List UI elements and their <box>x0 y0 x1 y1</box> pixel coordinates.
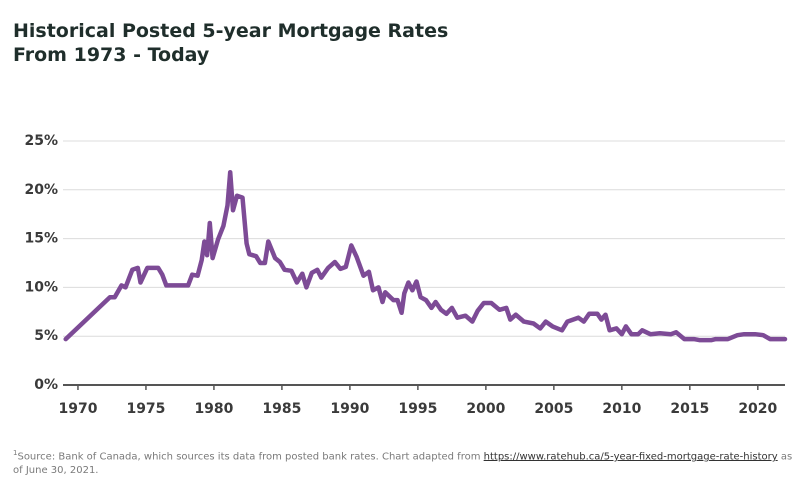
chart: Historical Posted 5-year Mortgage Rates … <box>13 20 788 417</box>
chart-title: Historical Posted 5-year Mortgage Rates <box>13 20 448 42</box>
footnote-marker: 1 <box>13 449 18 457</box>
x-tick-label: 1990 <box>330 401 369 417</box>
y-tick-label: 15% <box>24 231 58 247</box>
data-line <box>63 169 788 343</box>
y-tick-label: 5% <box>34 328 58 344</box>
x-tick-label: 2000 <box>466 401 505 417</box>
y-tick-label: 10% <box>24 279 58 295</box>
chart-title: From 1973 - Today <box>13 44 210 66</box>
x-tick-label: 2005 <box>534 401 573 417</box>
x-tick-label: 2020 <box>738 401 777 417</box>
y-tick-label: 20% <box>24 182 58 198</box>
footnote: 1Source: Bank of Canada, which sources i… <box>13 446 795 478</box>
x-tick-label: 1975 <box>126 401 165 417</box>
footnote-text: as of June 30, 2021. <box>13 451 793 477</box>
x-tick-label: 1985 <box>262 401 301 417</box>
x-tick-label: 1995 <box>398 401 437 417</box>
x-tick-label: 2015 <box>670 401 709 417</box>
y-tick-label: 0% <box>34 377 58 393</box>
x-tick-label: 2010 <box>602 401 641 417</box>
y-tick-label: 25% <box>24 133 58 149</box>
x-tick-label: 1970 <box>58 401 97 417</box>
footnote-link[interactable]: https://www.ratehub.ca/5-year-fixed-mort… <box>483 451 778 463</box>
footnote-text: Source: Bank of Canada, which sources it… <box>17 451 481 463</box>
x-tick-label: 1980 <box>194 401 233 417</box>
